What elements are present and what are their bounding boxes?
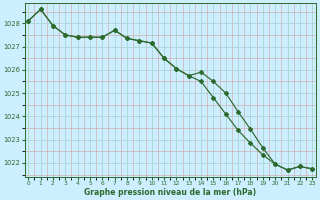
X-axis label: Graphe pression niveau de la mer (hPa): Graphe pression niveau de la mer (hPa) bbox=[84, 188, 256, 197]
